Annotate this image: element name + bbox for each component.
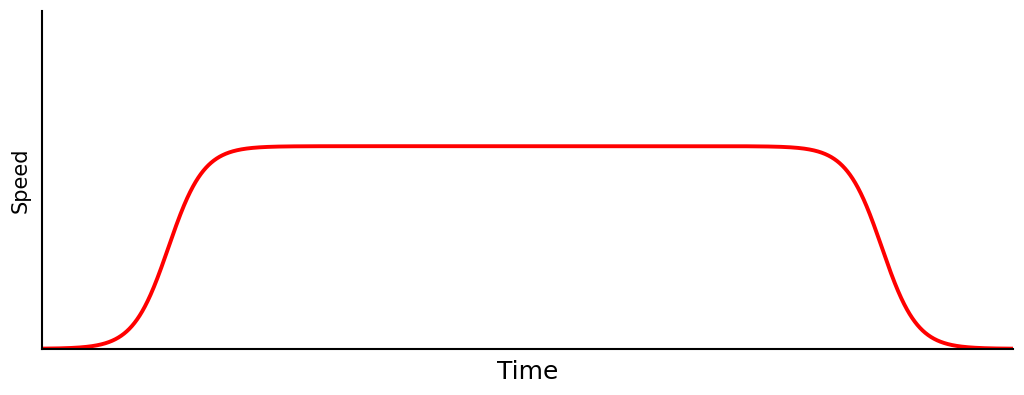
X-axis label: Time: Time xyxy=(497,360,558,384)
Y-axis label: Speed: Speed xyxy=(11,147,31,213)
